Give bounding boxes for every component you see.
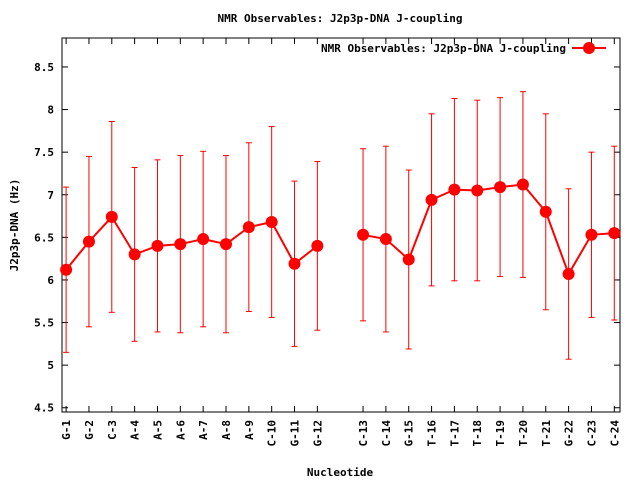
data-point — [242, 221, 255, 234]
x-tick-label: C-23 — [585, 420, 598, 447]
y-tick-label: 8.5 — [34, 61, 54, 74]
data-point — [471, 184, 484, 197]
data-point — [174, 238, 187, 251]
data-point — [562, 267, 575, 280]
data-point — [425, 193, 438, 206]
x-axis-label: Nucleotide — [307, 466, 374, 479]
y-tick-label: 7.5 — [34, 146, 54, 159]
data-point — [311, 239, 324, 252]
x-axis: G-1 G-2 C-3 A-4 A-5 A-6 A-7 A-8 A-9 C-10 G-11 G-12 C… — [60, 38, 621, 447]
data-point — [379, 233, 392, 246]
x-tick-label: G-22 — [563, 420, 576, 447]
x-tick-label: C-14 — [380, 420, 393, 447]
x-tick-label: T-19 — [494, 420, 507, 447]
legend: NMR Observables: J2p3p-DNA J-coupling — [321, 42, 606, 55]
series-line — [65, 215, 318, 271]
data-point — [288, 257, 301, 270]
y-tick-label: 5 — [47, 359, 54, 372]
data-point — [219, 238, 232, 251]
x-tick-label: T-21 — [540, 420, 553, 447]
y-tick-label: 6.5 — [34, 231, 54, 244]
x-tick-label: G-2 — [83, 420, 96, 440]
data-point — [539, 205, 552, 218]
y-tick-label: 6 — [47, 274, 54, 287]
x-tick-label: T-16 — [426, 420, 439, 447]
chart-title: NMR Observables: J2p3p-DNA J-coupling — [217, 12, 462, 25]
x-tick-label: C-10 — [266, 420, 279, 447]
x-tick-label: G-12 — [311, 420, 324, 447]
data-point — [494, 181, 507, 194]
data-point — [265, 216, 278, 229]
x-tick-label: A-8 — [220, 420, 233, 440]
y-tick-label: 5.5 — [34, 317, 54, 330]
x-tick-label: C-3 — [106, 420, 119, 440]
data-point — [448, 183, 461, 196]
y-tick-label: 7 — [47, 189, 54, 202]
data-point — [516, 178, 529, 191]
x-tick-label: A-4 — [129, 420, 142, 440]
y-tick-label: 4.5 — [34, 402, 54, 415]
data-point — [197, 233, 210, 246]
x-tick-label: C-13 — [357, 420, 370, 447]
x-tick-label: G-11 — [289, 420, 302, 447]
data-point — [402, 253, 415, 266]
x-tick-label: A-7 — [197, 420, 210, 440]
series-marks — [60, 91, 621, 360]
y-tick-label: 8 — [47, 104, 54, 117]
x-tick-label: A-9 — [243, 420, 256, 440]
x-tick-label: A-5 — [151, 420, 164, 440]
data-point — [608, 227, 621, 240]
data-point — [60, 263, 73, 276]
x-tick-label: C-24 — [608, 420, 621, 447]
x-tick-label: A-6 — [174, 420, 187, 440]
x-tick-label: G-1 — [60, 420, 73, 440]
data-point — [357, 228, 370, 241]
y-axis: 4.5 5 5.5 6 6.5 7 7.5 8 8.5 — [34, 61, 620, 415]
x-tick-label: T-20 — [517, 420, 530, 447]
x-tick-label: T-18 — [471, 420, 484, 447]
series-line — [362, 183, 615, 277]
data-point — [585, 228, 598, 241]
data-point — [82, 235, 95, 248]
x-tick-label: G-15 — [403, 420, 416, 447]
data-point — [105, 210, 118, 223]
x-tick-label: T-17 — [448, 420, 461, 447]
y-axis-label: J2p3p-DNA (Hz) — [8, 179, 21, 272]
legend-label: NMR Observables: J2p3p-DNA J-coupling — [321, 42, 566, 55]
data-point — [128, 248, 141, 261]
plot-frame — [61, 37, 621, 413]
legend-marker — [583, 42, 595, 54]
data-point — [151, 239, 164, 252]
